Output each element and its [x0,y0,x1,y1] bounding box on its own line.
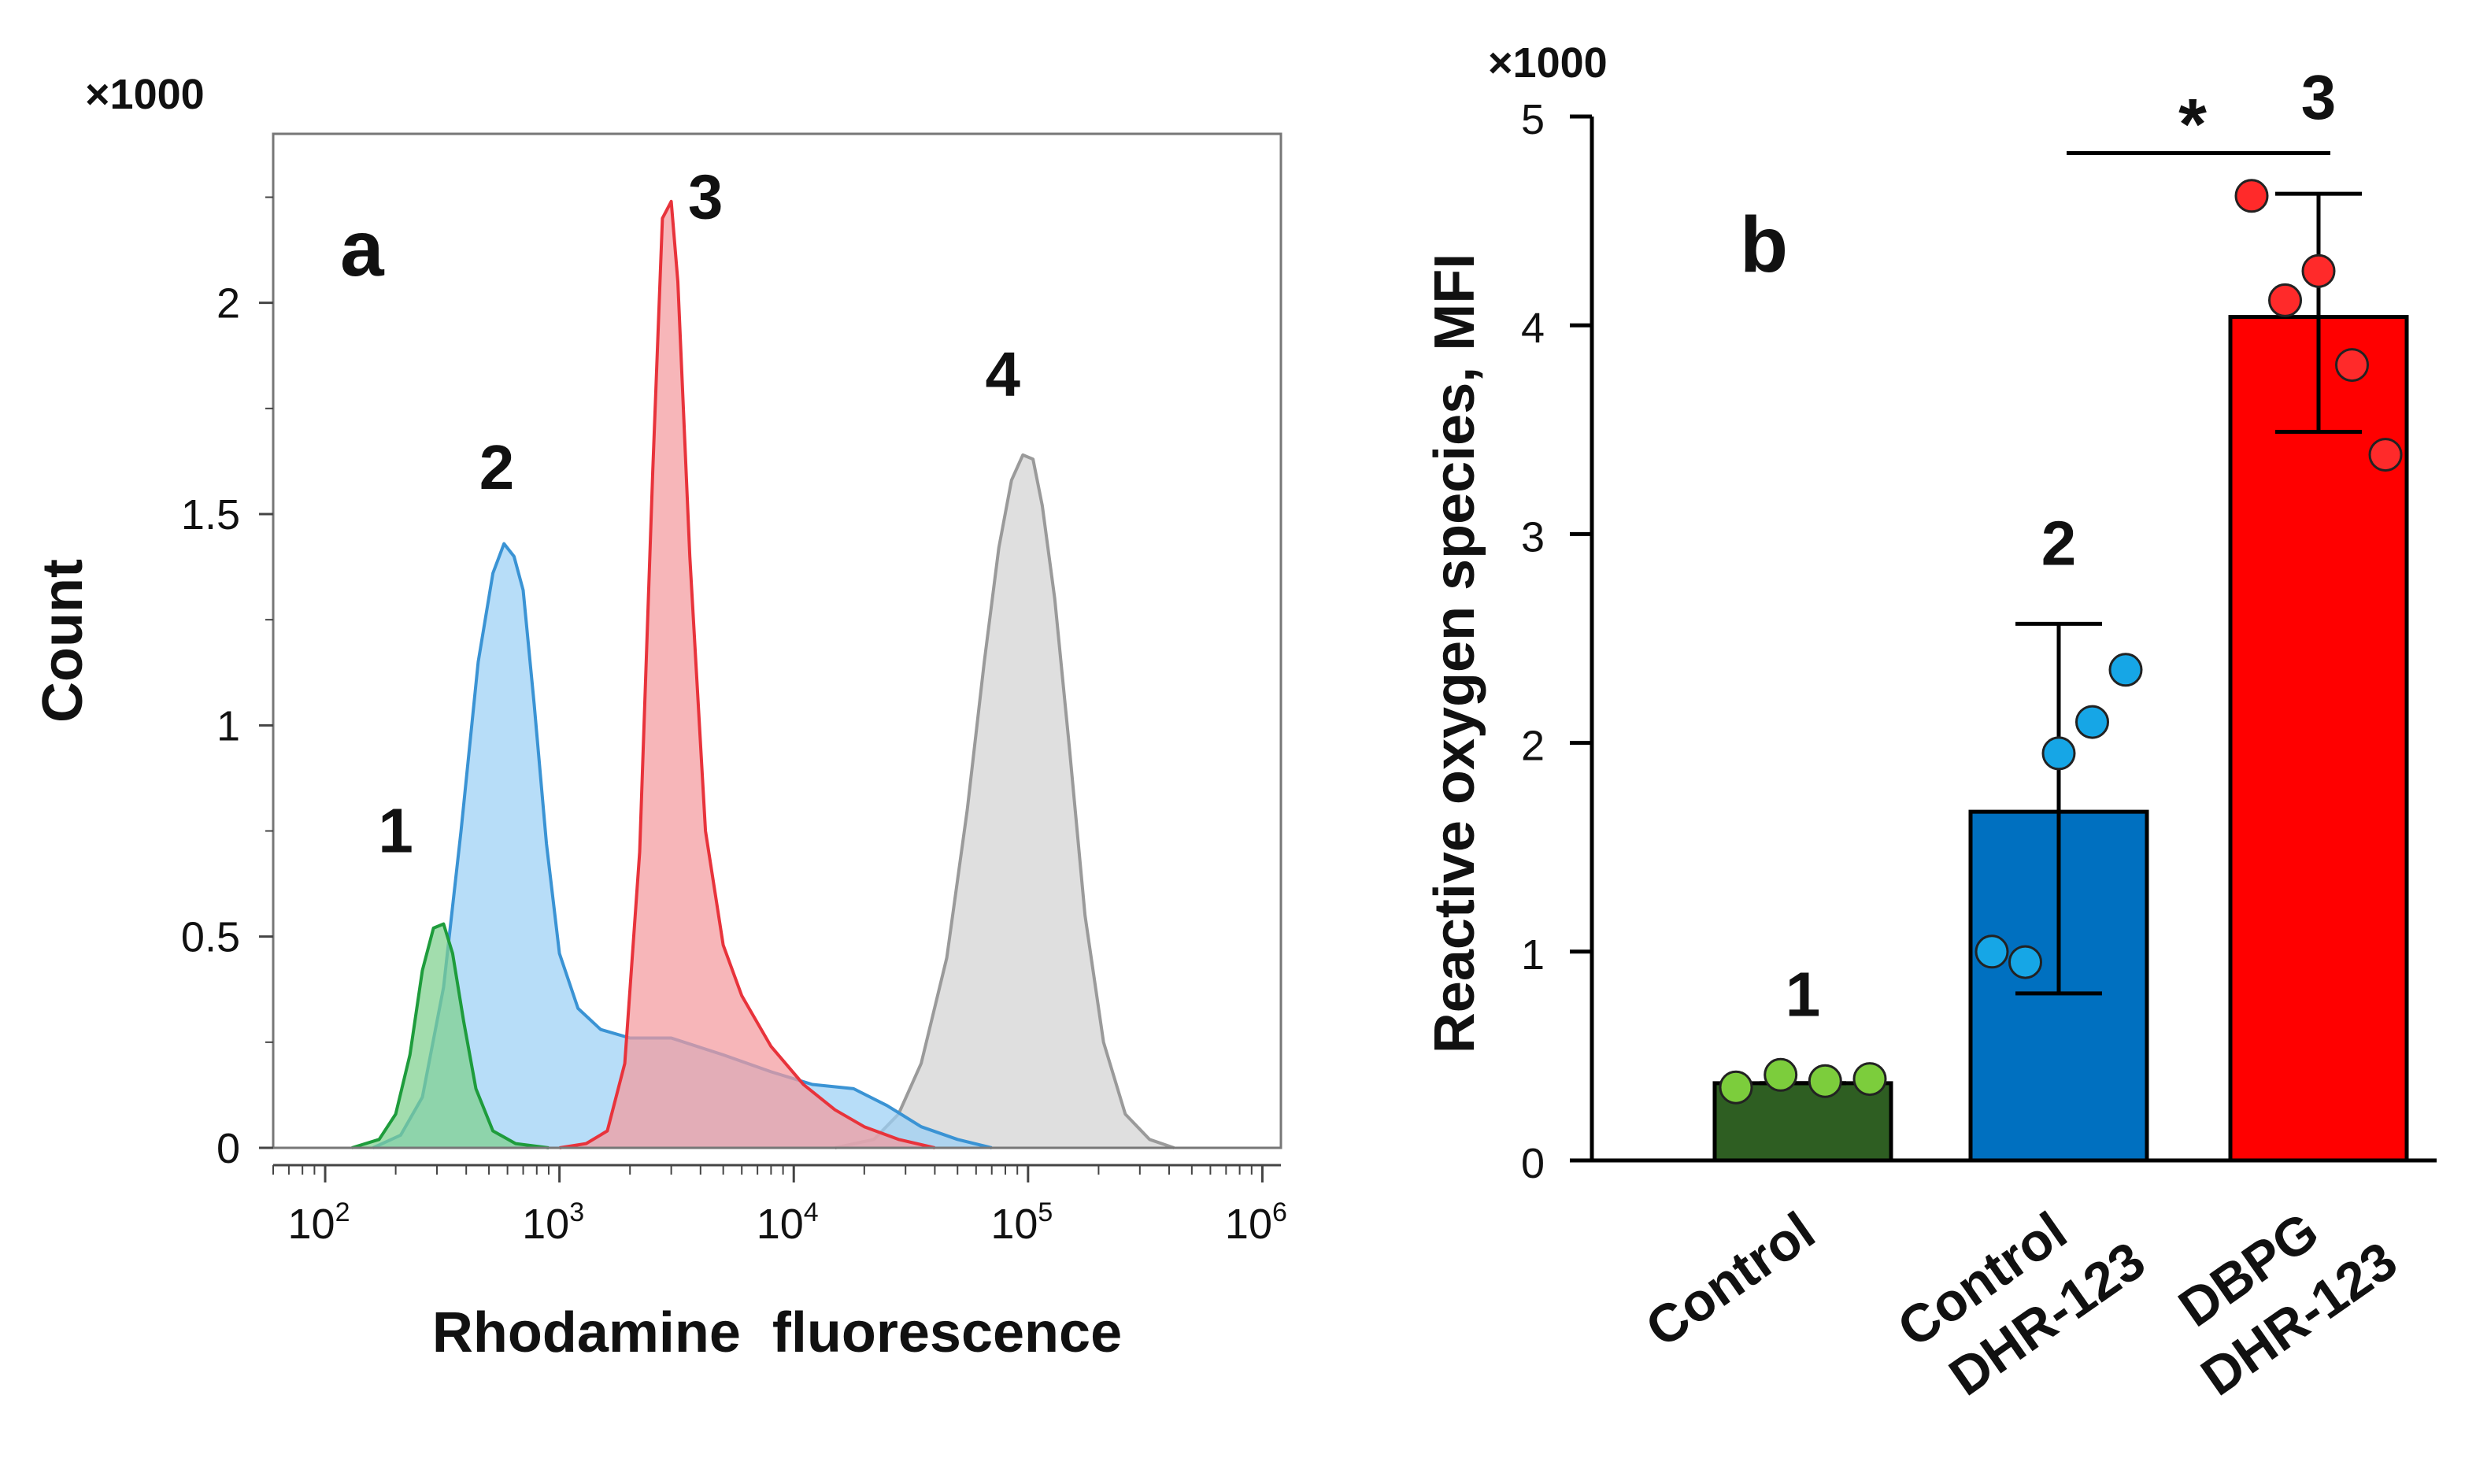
histogram-line-2 [372,542,993,1149]
x-tick-base: 10 [990,1201,1038,1248]
panel-b-y-multiplier: ×1000 [1488,39,1608,87]
data-point-3 [2268,283,2302,317]
significance-star: * [2178,85,2207,165]
data-point-3 [2335,348,2369,383]
data-point-1 [1852,1062,1887,1097]
y-tick-label: 4 [1521,305,1545,352]
x-tick-base: 10 [288,1201,335,1248]
histogram-line-3 [559,199,935,1149]
bar-number-label-3: 3 [2301,62,2337,132]
panel-a-y-axis: 0 0.5 1 1.5 2 [181,196,273,1172]
panel-a-plot-frame [272,132,1282,1149]
panel-a-x-axis: 102 103 104 105 106 [272,1164,1287,1248]
y-tick-label: 2 [1521,723,1545,770]
data-point-2 [1975,934,2009,969]
panel-a-y-multiplier: ×1000 [85,71,205,118]
data-point-1 [1764,1057,1798,1092]
x-tick-base: 10 [757,1201,804,1248]
x-tick-label: 103 [522,1197,584,1248]
data-point-1 [1808,1064,1842,1098]
bar-number-label-2: 2 [2041,508,2077,578]
y-tick-label: 0 [217,1125,240,1172]
y-tick-label: 0.5 [181,914,240,961]
y-tick-label: 5 [1521,96,1545,143]
x-tick-exponent: 6 [1272,1197,1287,1227]
peak-label-2: 2 [479,432,515,502]
panel-a-x-axis-title: Rhodamine fluorescence [432,1301,1122,1364]
y-tick-label: 1 [1521,931,1545,979]
panel-b-y-axis-title: Reactive oxygen species, MFI [1423,254,1486,1053]
y-tick-label: 1.5 [181,491,240,538]
x-tick-base: 10 [522,1201,569,1248]
histogram-fill-4 [835,454,1175,1148]
panel-b-bars-group: 1 2 3 * [1712,62,2409,1163]
x-tick-exponent: 5 [1038,1197,1053,1227]
peak-label-3: 3 [688,161,724,231]
data-point-3 [2301,254,2336,288]
x-tick-exponent: 3 [569,1197,584,1227]
data-point-2 [2041,736,2076,771]
panel-a-series-group: 4 2 3 1 [351,161,1175,1149]
histogram-line-4 [835,453,1175,1149]
data-point-2 [2008,945,2042,979]
x-tick-exponent: 2 [335,1197,350,1227]
panel-b-axes: 0 1 2 3 4 5 [1521,96,2437,1187]
x-tick-label: 104 [757,1197,819,1248]
panel-a-letter: a [340,205,385,293]
data-point-3 [2368,438,2403,472]
x-tick-exponent: 4 [804,1197,819,1227]
histogram-line-1 [351,922,550,1149]
y-tick-label: 1 [217,702,240,749]
y-tick-label: 3 [1521,513,1545,561]
x-tick-label: 106 [1225,1197,1287,1248]
y-tick-label: 2 [217,280,240,328]
y-tick-label: 0 [1521,1140,1545,1187]
peak-label-4: 4 [985,339,1020,409]
panel-a-y-axis-title: Count [31,559,94,723]
panel-b-letter: b [1740,201,1788,289]
histogram-fill-3 [559,201,935,1148]
data-point-2 [2108,653,2143,687]
bar-number-label-1: 1 [1786,959,1821,1029]
x-tick-base: 10 [1225,1201,1272,1248]
data-point-1 [1719,1070,1753,1105]
x-tick-label: 102 [288,1197,350,1248]
data-point-2 [2075,705,2109,739]
x-tick-label: 105 [990,1197,1053,1248]
histogram-fill-2 [372,543,992,1148]
data-point-3 [2234,179,2269,213]
peak-label-1: 1 [378,795,413,865]
